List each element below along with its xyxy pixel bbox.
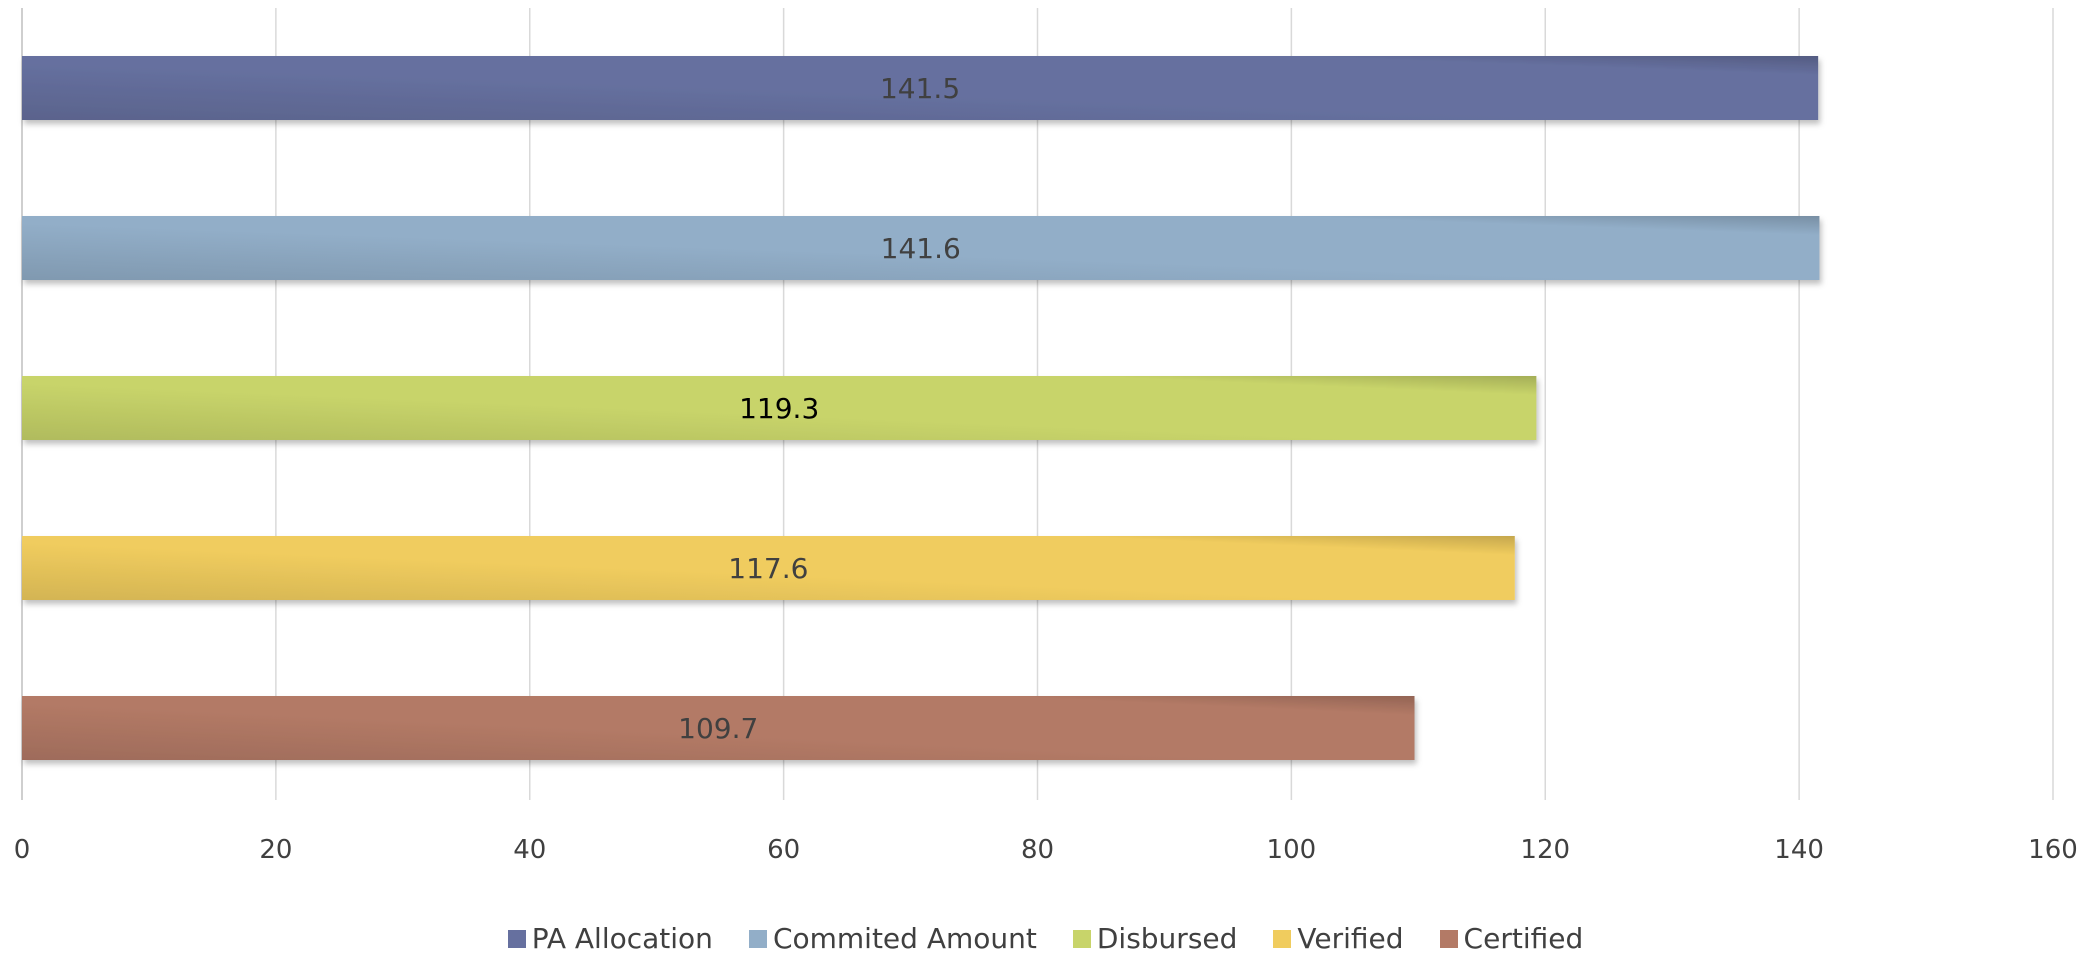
bar-disbursed (22, 376, 1537, 440)
legend-label: Verified (1297, 922, 1404, 955)
legend-label: PA Allocation (531, 922, 713, 955)
data-labels: 141.5 141.6 119.3 117.6 109.7 (678, 72, 961, 745)
legend-swatch (1273, 929, 1292, 948)
legend-item: Disbursed (1072, 922, 1238, 955)
legend-label: Disbursed (1096, 922, 1238, 955)
x-tick-label: 120 (1520, 835, 1570, 865)
legend: PA Allocation Commited Amount Disbursed Ver… (0, 922, 2091, 955)
x-tick-label: 20 (259, 835, 292, 865)
legend-label: Commited Amount (772, 922, 1037, 955)
x-axis: 0 20 40 60 80 100 120 140 160 (14, 835, 2078, 865)
legend-item: PA Allocation (507, 922, 713, 955)
data-label: 117.6 (728, 552, 808, 585)
x-tick-label: 140 (1774, 835, 1824, 865)
legend-item: Verified (1273, 922, 1404, 955)
x-tick-label: 40 (513, 835, 546, 865)
legend-swatch (1439, 929, 1458, 948)
bar-certified (22, 696, 1415, 760)
x-tick-label: 60 (767, 835, 800, 865)
bar-commited-amount (22, 216, 1820, 280)
legend-item: Certified (1439, 922, 1584, 955)
bar-chart: 0 20 40 60 80 100 120 140 160 141.5 141.6 119.3 117… (14, 8, 2078, 865)
x-tick-label: 80 (1021, 835, 1054, 865)
x-tick-label: 160 (2028, 835, 2078, 865)
legend-swatch (748, 929, 767, 948)
bars (22, 56, 1820, 760)
data-label: 141.6 (881, 232, 961, 265)
legend-swatch (507, 929, 526, 948)
data-label: 109.7 (678, 712, 758, 745)
x-tick-label: 100 (1267, 835, 1317, 865)
data-label: 141.5 (880, 72, 960, 105)
legend-item: Commited Amount (748, 922, 1037, 955)
bar-pa-allocation (22, 56, 1819, 120)
x-tick-label: 0 (14, 835, 31, 865)
legend-swatch (1072, 929, 1091, 948)
legend-label: Certified (1463, 922, 1584, 955)
data-label: 119.3 (739, 392, 819, 425)
bar-verified (22, 536, 1515, 600)
